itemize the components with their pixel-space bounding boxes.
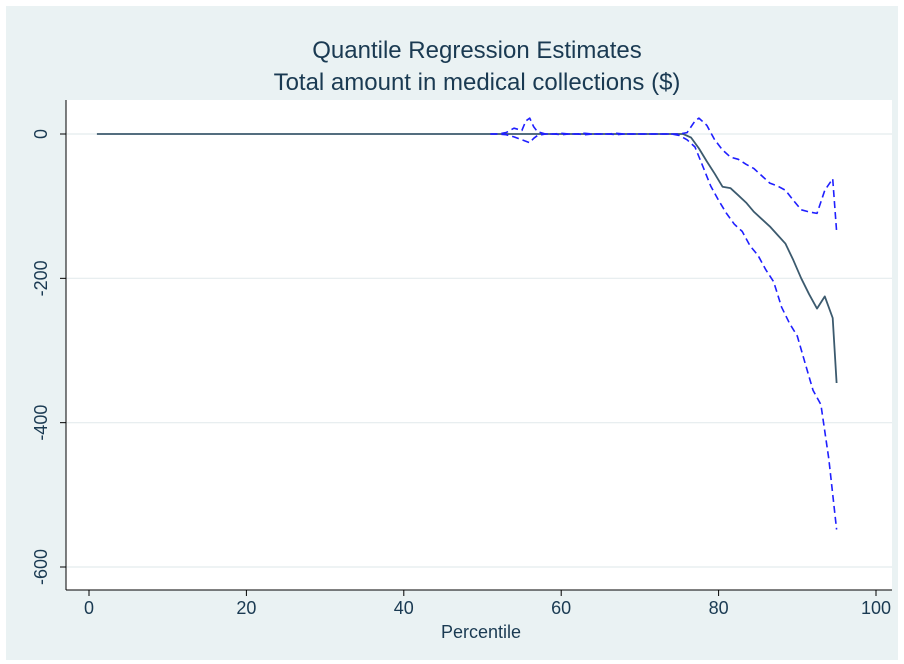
- y-tick-label: -600: [31, 549, 51, 585]
- series-group: [96, 117, 838, 530]
- y-tick-label: 0: [31, 129, 51, 139]
- x-axis-label: Percentile: [441, 622, 521, 642]
- x-tick-label: 80: [709, 598, 729, 618]
- confidence-band-line-2: [490, 133, 838, 530]
- y-tick-label: -400: [31, 405, 51, 441]
- x-tick-label: 20: [236, 598, 256, 618]
- x-tick-label: 40: [394, 598, 414, 618]
- confidence-band-line-1: [490, 117, 838, 232]
- y-tick-label: -200: [31, 260, 51, 296]
- estimate-line: [96, 133, 838, 384]
- x-tick-label: 60: [551, 598, 571, 618]
- plot-area: [66, 100, 892, 590]
- chart-subtitle: Total amount in medical collections ($): [274, 69, 681, 96]
- chart-title: Quantile Regression Estimates: [312, 37, 641, 64]
- x-tick-label: 100: [861, 598, 891, 618]
- x-tick-label: 0: [84, 598, 94, 618]
- axes: 0 20 40 60 80 100 0 -200 -400 -600: [31, 100, 892, 618]
